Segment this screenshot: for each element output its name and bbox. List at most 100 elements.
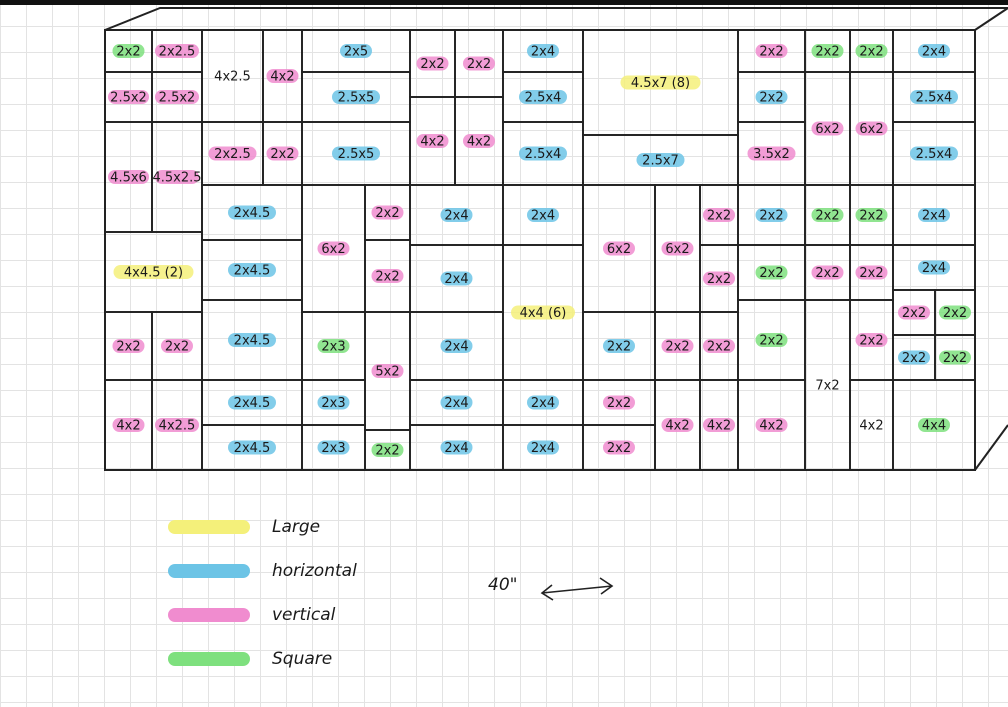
cabinet-edge (974, 424, 1008, 471)
cell-label: 2x4 (531, 396, 555, 411)
cell-label: 3.5x2 (753, 147, 790, 162)
cell-label: 2x2 (607, 396, 631, 411)
highlight (371, 269, 404, 283)
cell-label: 2x2 (116, 340, 140, 355)
highlight (755, 418, 788, 432)
highlight (918, 208, 950, 222)
highlight (155, 90, 199, 104)
highlight (112, 339, 145, 353)
highlight (440, 271, 473, 286)
cells: 2x2 2x2.5 2.5x2 2.5x2 4.5x6 4.5x2.5 4x4.5 (2) 2… (104, 29, 976, 471)
cell-label: 6x2 (815, 122, 839, 137)
cell-label: 2x4.5 (234, 264, 271, 279)
cell-label: 2x2 (759, 209, 783, 224)
highlight (112, 44, 145, 58)
cabinet-top (104, 7, 1008, 31)
legend-swatch (168, 564, 250, 578)
highlight (440, 339, 473, 353)
cell-label: 2x2 (759, 91, 783, 106)
cell-label: 2x2 (165, 340, 189, 355)
legend-label: Square (272, 649, 332, 669)
highlight (527, 395, 559, 410)
cell-label: 2x3 (321, 396, 345, 411)
highlight (511, 305, 575, 320)
cell-label: 2x4 (531, 441, 555, 456)
cell-label: 2x4.5 (234, 206, 271, 221)
highlight (755, 333, 788, 347)
cell-label: 4x2 (467, 135, 491, 150)
cell-label: 2x2 (859, 45, 883, 60)
cell-label: 2x2.5 (214, 147, 251, 162)
cell-label: 2x2 (902, 351, 926, 366)
highlight (855, 208, 888, 222)
cell-label: 2.5x5 (338, 147, 375, 162)
highlight (108, 90, 149, 104)
cell-label: 2x2 (270, 147, 294, 162)
cell-label: 4x4.5 (2) (124, 266, 183, 281)
cell-label: 2x2 (815, 266, 839, 281)
highlight (918, 44, 950, 58)
cell-label: 6x2 (665, 242, 689, 257)
cell-label: 4.5x6 (110, 171, 147, 186)
cell-label: 2x2 (815, 45, 839, 60)
highlight (317, 241, 350, 256)
legend-swatch (168, 520, 250, 534)
cell-label: 2x2 (943, 351, 967, 366)
highlight (228, 205, 276, 220)
highlight (416, 134, 449, 148)
cell-label: 2x2 (943, 306, 967, 321)
highlight (340, 44, 372, 58)
highlight (527, 440, 559, 455)
cell-label: 2x2 (707, 209, 731, 224)
highlight (527, 44, 559, 58)
cell-label: 2x4.5 (234, 334, 271, 349)
highlight (636, 153, 685, 167)
highlight (332, 146, 380, 161)
cell-label: 2x2 (420, 57, 444, 72)
highlight (266, 69, 299, 83)
highlight (519, 146, 567, 161)
cell-label: 2x2 (707, 272, 731, 287)
cell-label: 2x4.5 (234, 441, 271, 456)
highlight (371, 364, 404, 378)
cell-label: 2.5x2 (159, 91, 196, 106)
highlight (918, 260, 950, 275)
cell-label: 2x2 (467, 57, 491, 72)
highlight (661, 339, 694, 353)
highlight (918, 418, 950, 432)
cell-label: 2x2 (815, 209, 839, 224)
highlight (108, 170, 149, 184)
highlight (855, 121, 888, 136)
highlight (939, 305, 971, 320)
highlight (910, 90, 958, 104)
highlight (113, 265, 194, 279)
cell-label: 2x4 (531, 209, 555, 224)
legend-swatch (168, 608, 250, 622)
highlight (463, 134, 495, 148)
legend-label: vertical (272, 605, 336, 625)
cell (892, 379, 976, 471)
cell-label: 2.5x2 (110, 91, 147, 106)
cabinet-edge (974, 7, 1008, 31)
cell-label: 2x2 (859, 266, 883, 281)
highlight (519, 90, 567, 104)
highlight (811, 265, 844, 280)
cell-label: 4x2 (270, 70, 294, 85)
highlight (371, 443, 404, 457)
cell-label: 2x4 (444, 272, 468, 287)
cell-label: 4x2 (665, 419, 689, 434)
highlight (440, 208, 473, 222)
cell-label: 2.5x4 (916, 91, 953, 106)
highlight (939, 350, 971, 365)
highlight (332, 90, 380, 104)
highlight (317, 339, 350, 353)
highlight (910, 146, 958, 161)
cell-label: 2x2 (859, 334, 883, 349)
cell-label: 2x2 (375, 206, 399, 221)
highlight (228, 263, 276, 277)
highlight (898, 305, 930, 320)
legend: Large horizontal vertical Square (168, 517, 357, 669)
highlight (755, 90, 788, 104)
highlight (155, 44, 199, 58)
